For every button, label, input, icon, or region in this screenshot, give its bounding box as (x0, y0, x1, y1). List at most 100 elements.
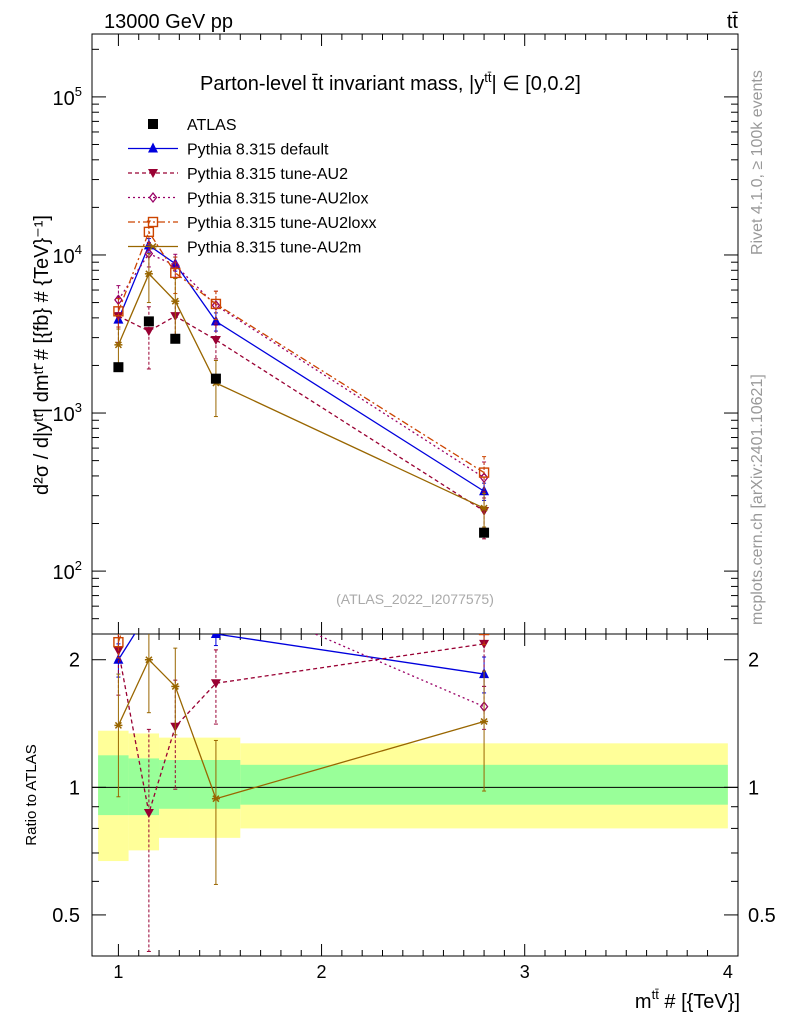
star-stroke (114, 341, 122, 349)
marker-triangle-up (170, 585, 180, 595)
marker-diamond (211, 299, 221, 311)
inner-band-bin-3 (189, 760, 241, 809)
marker-diamond (115, 607, 122, 616)
y-tick-base: 10 (53, 246, 75, 268)
ratio-tick-label-right-2: 2 (748, 650, 759, 672)
marker-open-square (113, 636, 124, 648)
star-stroke (212, 795, 220, 803)
series-line-0 (117, 244, 485, 492)
ratio-series-3 (113, 542, 490, 659)
marker-star (480, 504, 489, 512)
ratio-uncertainty-bands (98, 730, 728, 862)
marker-square (143, 316, 154, 327)
marker-open-square (211, 587, 220, 596)
series-line-1 (118, 315, 485, 512)
ratio-series-4 (114, 634, 489, 885)
marker-square (170, 333, 181, 344)
marker-triangle-up (210, 315, 221, 326)
marker-triangle-up (210, 634, 221, 638)
series-2 (114, 241, 489, 499)
inner-band-bin-0 (98, 755, 129, 816)
y-axis-ticks-ratio: 0.5 0.5 1 1 2 2 (52, 650, 776, 927)
marker-triangle-down (148, 169, 158, 178)
marker-triangle-up (148, 142, 158, 153)
x-tick-label-2: 2 (317, 962, 327, 982)
series-3 (113, 220, 490, 494)
main-series (113, 220, 490, 540)
ratio-tick-label-left-2: 2 (69, 650, 80, 672)
legend-entry-1: Pythia 8.315 default (128, 142, 329, 159)
legend-entry-4: Pythia 8.315 tune-AU2loxx (128, 215, 376, 232)
y-tick-label-1e5: 105 (53, 84, 82, 110)
marker-square (148, 119, 158, 129)
marker-square (113, 362, 124, 373)
marker-square (479, 527, 490, 538)
y-tick-base: 10 (53, 404, 75, 426)
legend-label-5: Pythia 8.315 tune-AU2m (187, 240, 361, 257)
legend-label-2: Pythia 8.315 tune-AU2 (187, 166, 348, 183)
rivet-version-label: Rivet 4.1.0, ≥ 100k events (749, 70, 766, 255)
y-tick-exp: 2 (75, 558, 82, 573)
plot-title-main: Parton-level t̄t invariant mass, |y (200, 73, 484, 95)
marker-triangle-down (113, 646, 124, 656)
reference-atlas-points (113, 316, 490, 538)
series-line-2 (117, 252, 485, 479)
marker-open-square (144, 542, 153, 551)
process-label: tt̄ (727, 11, 739, 33)
series-1 (113, 296, 490, 540)
marker-open-square (147, 216, 159, 228)
legend-label-1: Pythia 8.315 default (187, 142, 329, 159)
ratio-tick-label-left-1: 1 (69, 777, 80, 799)
marker-star (149, 242, 157, 251)
marker-open-square (478, 634, 490, 636)
marker-open-square (113, 306, 124, 317)
legend-entry-5: Pythia 8.315 tune-AU2m (128, 240, 361, 257)
y-tick-base: 10 (53, 562, 75, 584)
marker-star (114, 721, 123, 729)
ratio-tick-label-right-0.5: 0.5 (748, 905, 776, 927)
y-axis-label-main: d²σ / d|yᵗᵗ̄| dmᵗᵗ̄ # [{fb} # {TeV}⁻¹] (31, 215, 53, 495)
y-tick-exp: 5 (75, 84, 82, 99)
plot-title-sup: tt̄ (484, 70, 492, 85)
legend: ATLAS Pythia 8.315 default Pythia 8.315 tu… (128, 117, 376, 257)
marker-open-square (143, 226, 155, 238)
energy-label: 13000 GeV pp (104, 11, 233, 33)
y-tick-label-1e3: 103 (53, 400, 82, 426)
star-stroke (480, 717, 488, 726)
x-axis-label-sup: tt̄ (652, 987, 660, 1002)
x-axis-label-main: m (635, 991, 652, 1013)
marker-triangle-up (144, 605, 154, 615)
ratio-series (113, 542, 490, 952)
marker-star (114, 341, 123, 349)
ratio-frame (91, 633, 739, 957)
marker-open-square (210, 298, 222, 310)
star-stroke (149, 242, 157, 251)
marker-diamond (148, 191, 158, 204)
marker-star (144, 656, 153, 664)
ratio-tick-label-left-0.5: 0.5 (52, 905, 80, 927)
marker-star (211, 795, 220, 803)
inner-band-bin-2 (159, 760, 190, 809)
marker-triangle-down (210, 679, 221, 689)
x-axis-label-unit: # [{TeV}] (659, 991, 740, 1013)
marker-open-square (171, 607, 180, 616)
legend-label-3: Pythia 8.315 tune-AU2lox (187, 191, 368, 208)
x-tick-label-1: 1 (113, 962, 123, 982)
marker-star (171, 682, 180, 690)
y-tick-exp: 3 (75, 400, 82, 415)
marker-diamond (172, 587, 179, 596)
series-line-3 (117, 230, 485, 474)
marker-diamond (145, 600, 152, 609)
star-stroke (171, 682, 179, 690)
marker-open-square (170, 267, 181, 279)
y-tick-label-1e4: 104 (53, 242, 82, 268)
x-axis-label: mtt̄ # [{TeV}] (635, 987, 740, 1013)
ratio-line-0 (117, 634, 485, 675)
y-axis-label-ratio: Ratio to ATLAS (23, 744, 40, 845)
legend-entry-2: Pythia 8.315 tune-AU2 (128, 166, 348, 183)
series-4 (114, 253, 489, 528)
plot-title: Parton-level t̄t invariant mass, |ytt̄| … (200, 70, 581, 95)
x-tick-label-3: 3 (520, 962, 530, 982)
marker-diamond (212, 587, 219, 596)
